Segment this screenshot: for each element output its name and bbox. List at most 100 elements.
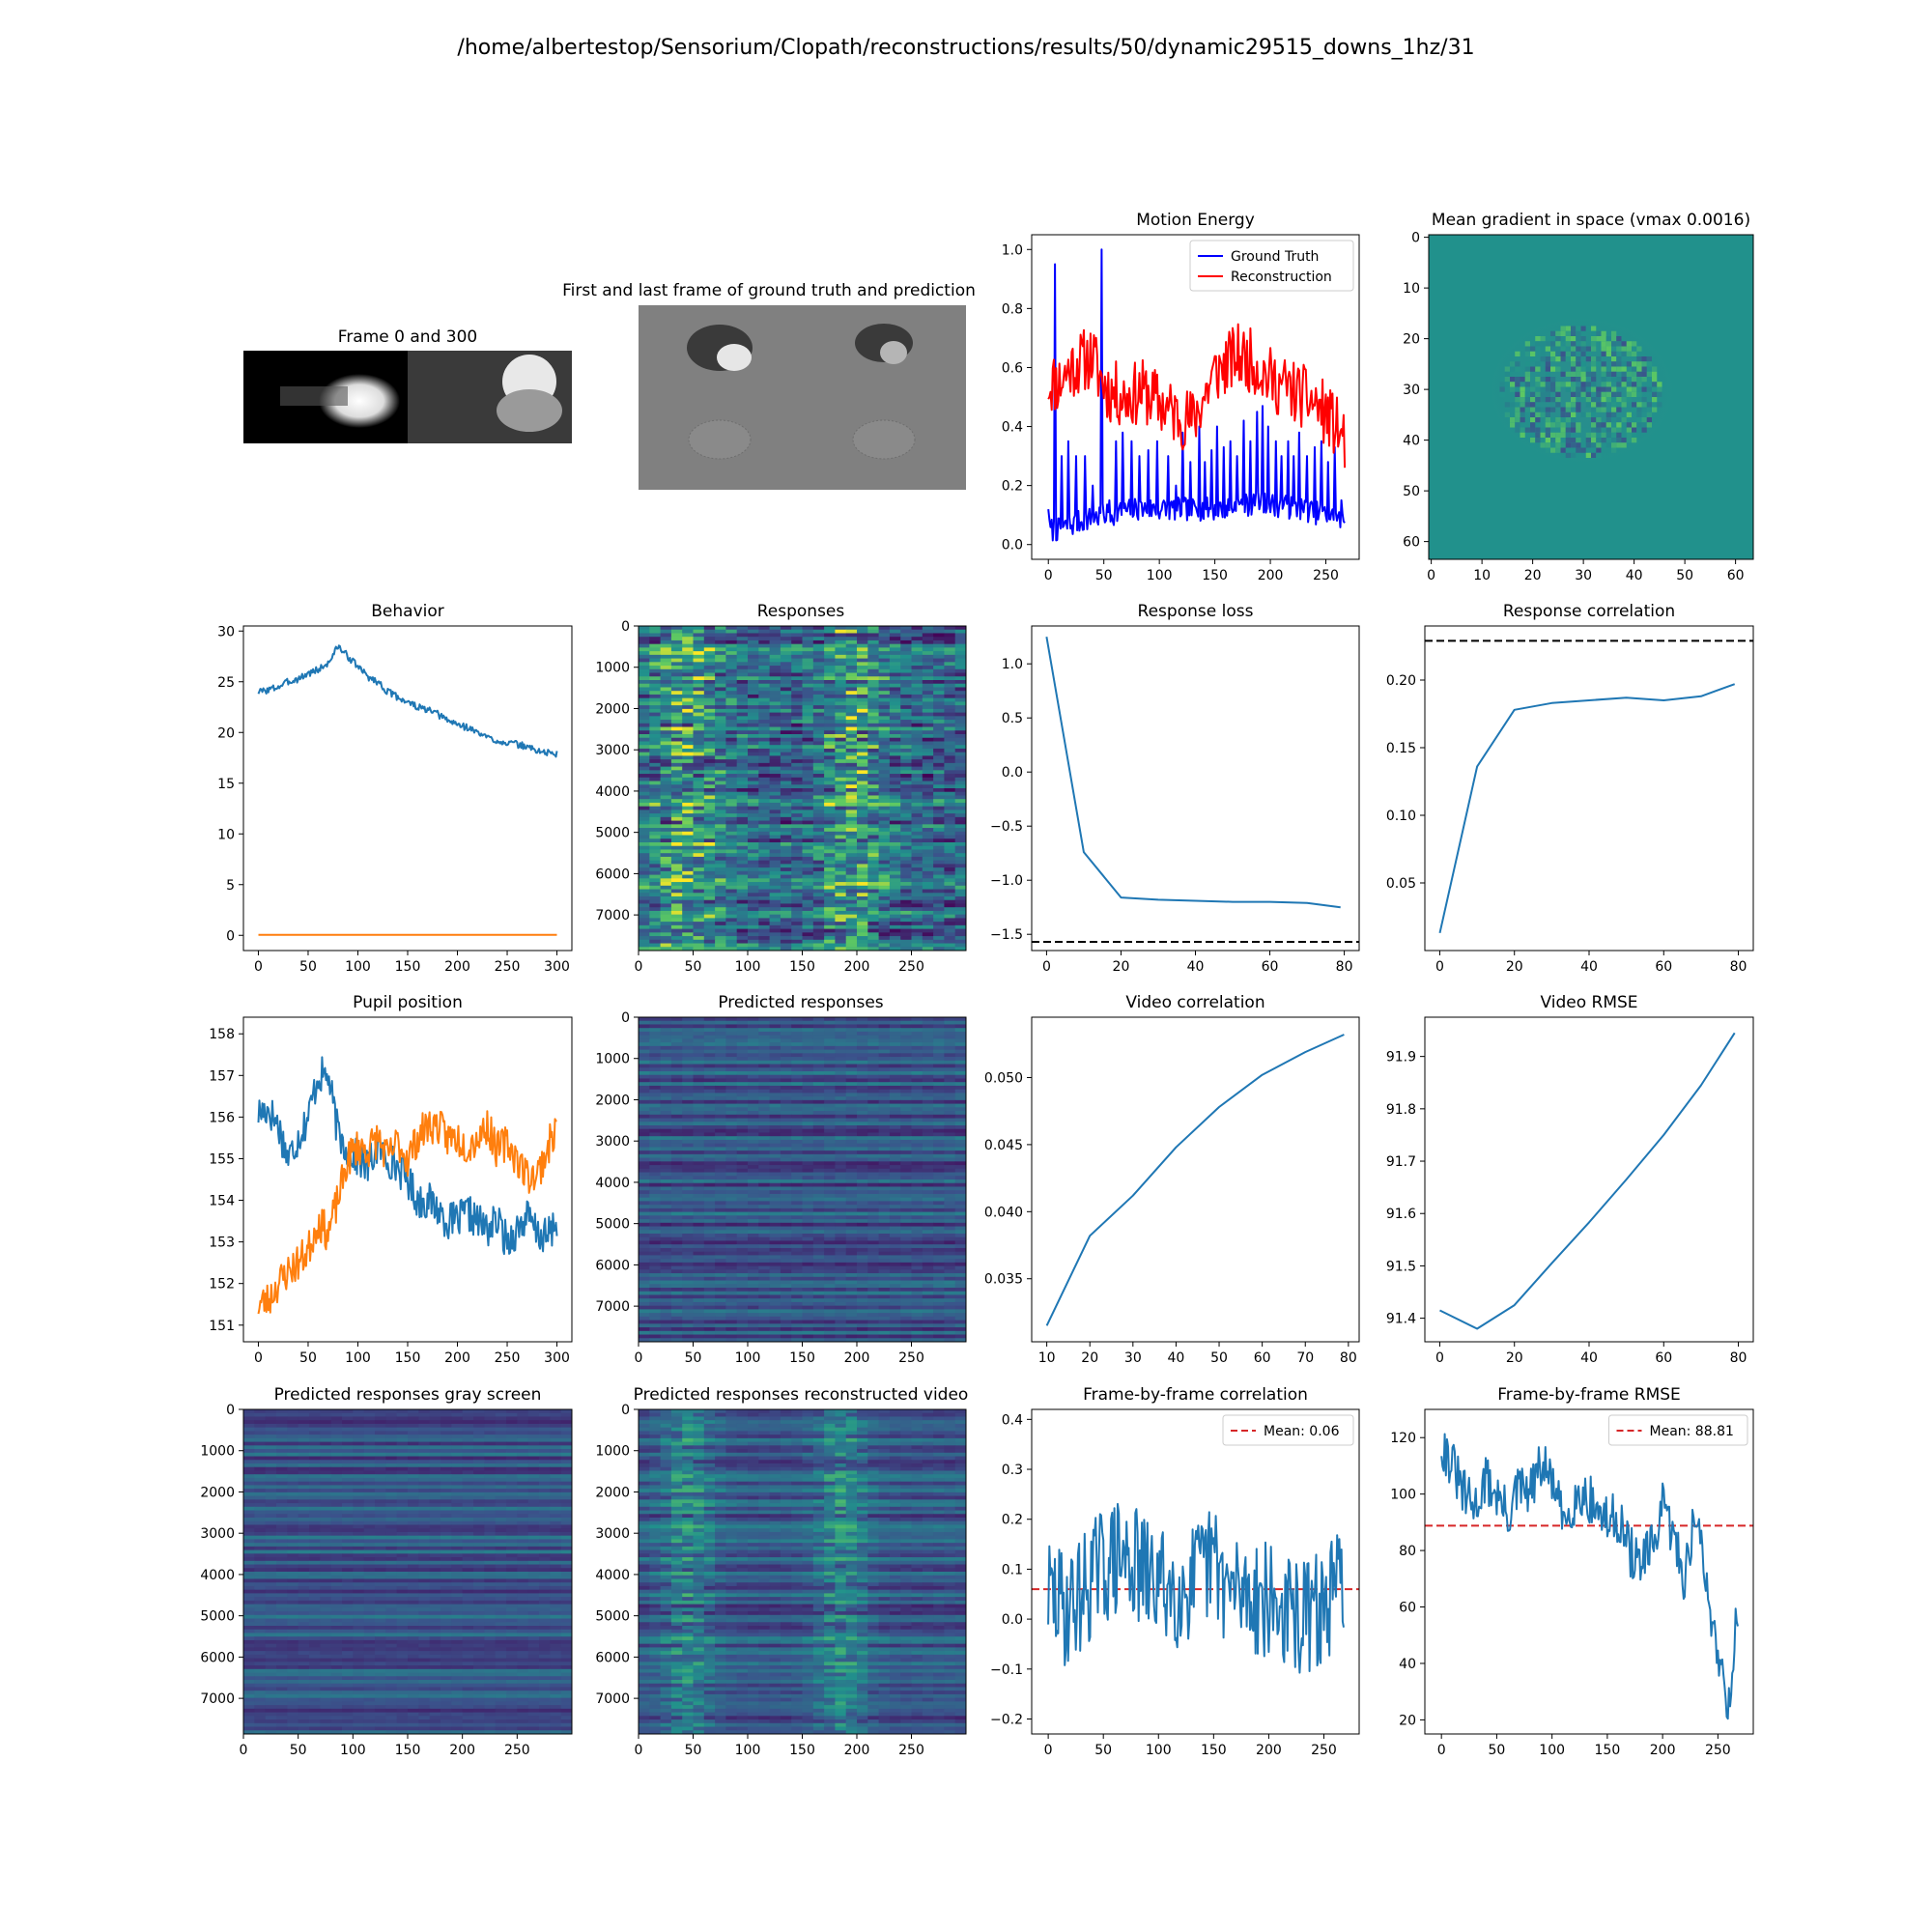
- heatmap-cell: [812, 687, 825, 692]
- heatmap-cell: [857, 1118, 868, 1122]
- heatmap-cell: [867, 1201, 880, 1206]
- heatmap-cell: [715, 697, 726, 702]
- heatmap-cell: [660, 932, 672, 937]
- heatmap-cell: [867, 1071, 880, 1076]
- heatmap-cell: [867, 694, 880, 699]
- heatmap-cell: [824, 752, 836, 756]
- heatmap-cell: [954, 759, 967, 764]
- heatmap-cell: [812, 1186, 825, 1191]
- heatmap-cell: [835, 1089, 847, 1094]
- heatmap-cell: [670, 1060, 683, 1065]
- heatmap-cell: [649, 662, 662, 667]
- gradient-pixel: [1601, 397, 1606, 403]
- heatmap-cell: [791, 1132, 803, 1137]
- heatmap-cell: [791, 1147, 803, 1151]
- heatmap-cell: [889, 1074, 901, 1079]
- heatmap-cell: [845, 759, 858, 764]
- gradient-pixel: [1601, 330, 1606, 336]
- heatmap-cell: [660, 662, 672, 667]
- heatmap-cell: [867, 842, 880, 847]
- heatmap-cell: [954, 745, 967, 750]
- heatmap-cell: [725, 831, 738, 837]
- heatmap-cell: [933, 936, 945, 941]
- heatmap-cell: [944, 1193, 956, 1199]
- heatmap-cell: [693, 842, 705, 847]
- heatmap-cell: [954, 870, 967, 876]
- gradient-pixel: [1545, 422, 1550, 428]
- heatmap-cell: [639, 824, 650, 829]
- heatmap-cell: [857, 1190, 868, 1195]
- heatmap-cell: [802, 1067, 814, 1072]
- heatmap-cell: [703, 899, 716, 904]
- heatmap-cell: [725, 734, 738, 739]
- y-tick-label: 0.5: [1002, 711, 1023, 726]
- gradient-pixel: [1565, 452, 1571, 458]
- heatmap-cell: [900, 918, 912, 923]
- heatmap-cell: [660, 777, 672, 782]
- heatmap-cell: [780, 828, 792, 833]
- heatmap-cell: [715, 672, 726, 677]
- gradient-pixel: [1520, 377, 1525, 383]
- heatmap-cell: [878, 885, 891, 891]
- heatmap-cell: [736, 668, 749, 674]
- heatmap-cell: [954, 788, 967, 793]
- heatmap-cell: [748, 1122, 759, 1126]
- heatmap-cell: [660, 680, 672, 685]
- heatmap-cell: [835, 936, 847, 941]
- heatmap-cell: [802, 1089, 814, 1094]
- heatmap-cell: [725, 799, 738, 804]
- heatmap-cell: [693, 626, 705, 631]
- x-tick-label: 200: [844, 959, 870, 975]
- heatmap-cell: [867, 1139, 880, 1145]
- heatmap-cell: [660, 928, 672, 933]
- heatmap-cell: [900, 870, 912, 876]
- heatmap-cell: [857, 1031, 868, 1037]
- heatmap-cell: [682, 1093, 694, 1097]
- heatmap-cell: [780, 1078, 792, 1083]
- heatmap-cell: [900, 1165, 912, 1170]
- heatmap-cell: [769, 1038, 781, 1043]
- heatmap-cell: [703, 1074, 716, 1079]
- heatmap-cell: [780, 882, 792, 887]
- heatmap-cell: [736, 755, 749, 760]
- gradient-pixel: [1611, 391, 1617, 397]
- heatmap-cell: [670, 697, 683, 702]
- heatmap-cell: [725, 849, 738, 854]
- heatmap-cell: [944, 831, 956, 837]
- heatmap-cell: [857, 936, 868, 941]
- heatmap-cell: [682, 1143, 694, 1148]
- heatmap-cell: [769, 1099, 781, 1105]
- heatmap-cell: [725, 820, 738, 825]
- heatmap-cell: [725, 828, 738, 833]
- y-tick-label: −0.5: [990, 819, 1023, 835]
- x-tick-label: 100: [345, 1350, 371, 1366]
- heatmap-cell: [812, 1020, 825, 1025]
- heatmap-cell: [693, 712, 705, 717]
- x-tick-label: 0: [254, 1350, 263, 1366]
- heatmap-cell: [649, 643, 662, 648]
- heatmap-cell: [845, 762, 858, 768]
- heatmap-cell: [769, 1064, 781, 1068]
- heatmap-cell: [670, 903, 683, 908]
- heatmap-cell: [922, 1153, 934, 1159]
- heatmap-cell: [900, 1118, 912, 1122]
- heatmap-cell: [703, 697, 716, 702]
- heatmap-cell: [944, 1020, 956, 1025]
- heatmap-cell: [748, 1078, 759, 1083]
- heatmap-cell: [889, 870, 901, 876]
- heatmap-cell: [791, 824, 803, 829]
- heatmap-cell: [878, 1179, 891, 1184]
- heatmap-cell: [715, 928, 726, 933]
- heatmap-cell: [703, 637, 716, 641]
- heatmap-cell: [725, 691, 738, 696]
- heatmap-cell: [649, 1205, 662, 1209]
- heatmap-cell: [824, 1024, 836, 1029]
- heatmap-cell: [878, 947, 891, 952]
- heatmap-cell: [758, 1176, 771, 1180]
- heatmap-cell: [703, 907, 716, 912]
- heatmap-cell: [922, 943, 934, 948]
- heatmap-cell: [748, 716, 759, 721]
- heatmap-cell: [900, 874, 912, 879]
- heatmap-cell: [703, 712, 716, 717]
- heatmap-cell: [889, 662, 901, 667]
